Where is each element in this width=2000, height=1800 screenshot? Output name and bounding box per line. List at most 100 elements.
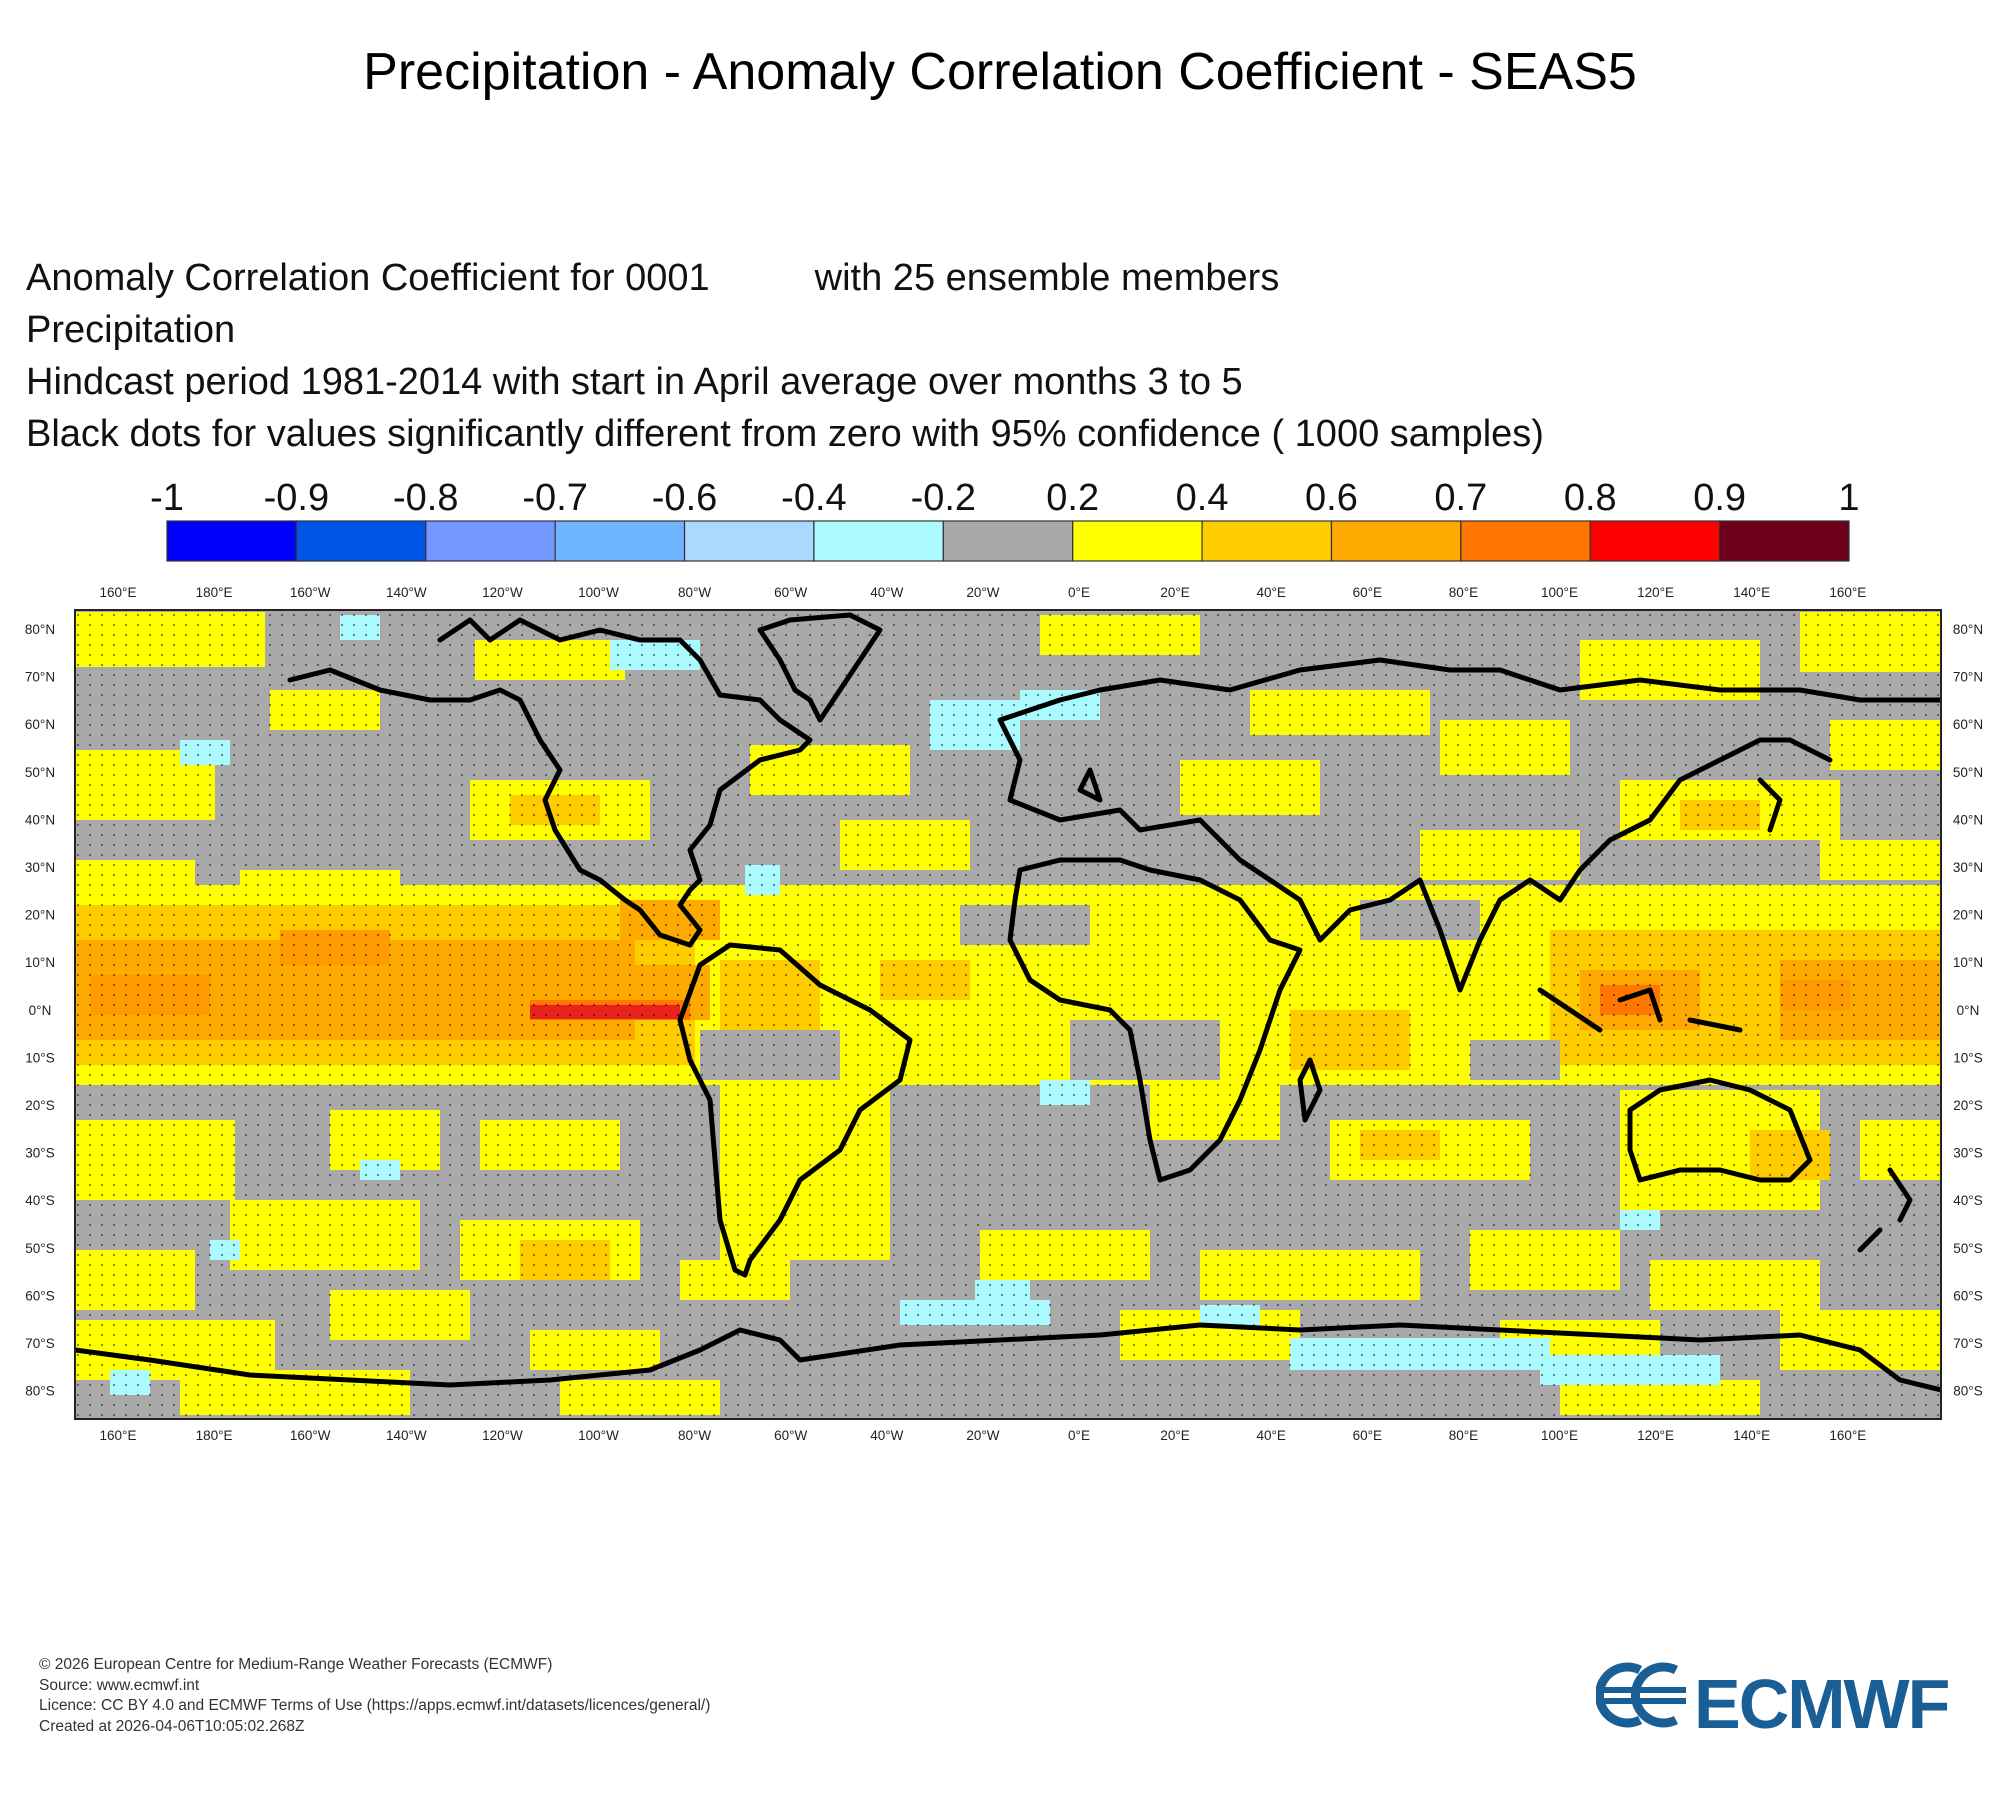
description-line-4: Black dots for values significantly diff… — [26, 413, 1544, 455]
acc-map: 160°E 180°E 160°W 140°W 120°W 100°W 80°W 60°W 40… — [25, 585, 1983, 1443]
legend-label: -0.4 — [781, 477, 846, 519]
coast-north-america — [287, 617, 813, 948]
coast-australia — [1627, 1077, 1813, 1183]
longitude-labels-top: 160°E 180°E 160°W 140°W 120°W 100°W 80°W 60°W 40… — [100, 585, 1867, 600]
coast-uk — [1077, 767, 1103, 803]
description-line-1-right: with 25 ensemble members — [814, 257, 1280, 299]
legend-label: -1 — [150, 477, 184, 519]
legend-color-box — [1719, 520, 1850, 562]
ecmwf-logo: ECMWF — [1596, 1660, 1976, 1743]
legend-color-box — [1072, 520, 1203, 562]
latitude-labels-left: 80°N 70°N 60°N 50°N 40°N 30°N 20°N 10°N 0°N 10°S 2… — [25, 622, 55, 1399]
description-line-1: Anomaly Correlation Coefficient for 0001… — [26, 252, 1544, 304]
latitude-label: 80°S — [1953, 1384, 1982, 1399]
latitude-label: 70°N — [1953, 670, 1983, 685]
latitude-label: 10°N — [1953, 955, 1983, 970]
longitude-label: 20°W — [966, 585, 999, 600]
latitude-label: 80°N — [1953, 622, 1983, 637]
longitude-label: 80°E — [1449, 585, 1478, 600]
footer-licence: Licence: CC BY 4.0 and ECMWF Terms of Us… — [39, 1697, 711, 1714]
coast-antarctica — [75, 1322, 1941, 1393]
description-line-3: Hindcast period 1981-2014 with start in … — [26, 361, 1243, 403]
page-title: Precipitation - Anomaly Correlation Coef… — [363, 43, 1637, 101]
longitude-label: 100°E — [1541, 1428, 1578, 1443]
latitude-label: 40°S — [1953, 1193, 1982, 1208]
latitude-label: 40°N — [25, 812, 55, 827]
longitude-label: 120°W — [482, 585, 523, 600]
legend-color-box — [1330, 520, 1462, 562]
coast-indonesia — [1537, 987, 1743, 1033]
longitude-label: 40°W — [870, 1428, 903, 1443]
longitude-label: 60°E — [1353, 585, 1382, 600]
longitude-label: 180°E — [196, 585, 233, 600]
longitude-label: 80°E — [1449, 1428, 1478, 1443]
longitude-label: 160°E — [100, 1428, 137, 1443]
latitude-label: 20°N — [25, 908, 55, 923]
footer-created: Created at 2026-04-06T10:05:02.268Z — [39, 1717, 305, 1735]
legend-label: -0.7 — [522, 477, 587, 519]
map-field — [75, 610, 1941, 1419]
legend-label: 1 — [1838, 477, 1859, 519]
latitude-label: 60°S — [1953, 1288, 1982, 1303]
ecmwf-logo-text: ECMWF — [1694, 1665, 1950, 1743]
latitude-label: 10°N — [25, 955, 55, 970]
longitude-label: 100°W — [578, 1428, 619, 1443]
longitude-labels-bottom: 160°E 180°E 160°W 140°W 120°W 100°W 80°W 60°W 40… — [100, 1428, 1867, 1443]
latitude-label: 70°N — [25, 670, 55, 685]
description-line-1-left: Anomaly Correlation Coefficient for 0001 — [26, 257, 710, 299]
latitude-label: 20°S — [1953, 1098, 1982, 1113]
longitude-label: 140°E — [1733, 585, 1770, 600]
longitude-label: 160°W — [290, 1428, 331, 1443]
legend-label: -0.9 — [264, 477, 329, 519]
legend-color-box — [295, 520, 427, 562]
longitude-label: 120°W — [482, 1428, 523, 1443]
latitude-label: 60°N — [25, 717, 55, 732]
latitude-label: 0°N — [29, 1003, 52, 1018]
footer-source: Source: www.ecmwf.int — [39, 1676, 200, 1694]
latitude-label: 10°S — [1953, 1050, 1982, 1065]
description-line-2: Precipitation — [26, 309, 236, 351]
footer-copyright: © 2026 European Centre for Medium-Range … — [39, 1656, 553, 1673]
longitude-label: 20°E — [1160, 1428, 1189, 1443]
latitude-label: 10°S — [25, 1050, 54, 1065]
legend-label: 0.2 — [1046, 477, 1099, 519]
latitude-label: 40°N — [1953, 812, 1983, 827]
latitude-label: 30°S — [25, 1146, 54, 1161]
longitude-label: 60°E — [1353, 1428, 1382, 1443]
coast-japan — [1757, 777, 1783, 833]
coast-africa — [1007, 857, 1303, 1183]
plot-description: Anomaly Correlation Coefficient for 0001… — [26, 252, 1544, 460]
coast-new-zealand — [1857, 1167, 1913, 1253]
legend-label: 0.8 — [1564, 477, 1617, 519]
longitude-label: 160°E — [100, 585, 137, 600]
longitude-label: 100°E — [1541, 585, 1578, 600]
latitude-label: 50°N — [25, 765, 55, 780]
longitude-label: 80°W — [678, 1428, 711, 1443]
coast-madagascar — [1297, 1057, 1323, 1123]
longitude-label: 120°E — [1637, 1428, 1674, 1443]
longitude-label: 140°E — [1733, 1428, 1770, 1443]
longitude-label: 120°E — [1637, 585, 1674, 600]
longitude-label: 20°E — [1160, 585, 1189, 600]
longitude-label: 60°W — [774, 1428, 807, 1443]
footer: © 2026 European Centre for Medium-Range … — [39, 1655, 710, 1737]
coast-greenland — [757, 612, 883, 723]
longitude-label: 60°W — [774, 585, 807, 600]
latitude-label: 70°S — [1953, 1336, 1982, 1351]
legend-label: -0.8 — [393, 477, 458, 519]
longitude-label: 140°W — [386, 585, 427, 600]
legend-label: 0.9 — [1693, 477, 1746, 519]
color-legend: -1 -0.9 -0.8 -0.7 -0.6 -0.4 -0.2 0.2 0.4 0.6 0.7 0.… — [150, 477, 1860, 562]
significance-dots — [75, 610, 1941, 1419]
legend-color-box — [813, 520, 944, 562]
longitude-label: 160°W — [290, 585, 331, 600]
legend-color-box — [1589, 520, 1721, 562]
latitude-label: 80°S — [25, 1384, 54, 1399]
latitude-label: 30°N — [25, 860, 55, 875]
latitude-labels-right: 80°N 70°N 60°N 50°N 40°N 30°N 20°N 10°N 0°N 10°S 2… — [1953, 622, 1983, 1399]
legend-label: 0.7 — [1434, 477, 1487, 519]
latitude-label: 60°N — [1953, 717, 1983, 732]
latitude-label: 60°S — [25, 1288, 54, 1303]
latitude-label: 40°S — [25, 1193, 54, 1208]
latitude-label: 50°N — [1953, 765, 1983, 780]
